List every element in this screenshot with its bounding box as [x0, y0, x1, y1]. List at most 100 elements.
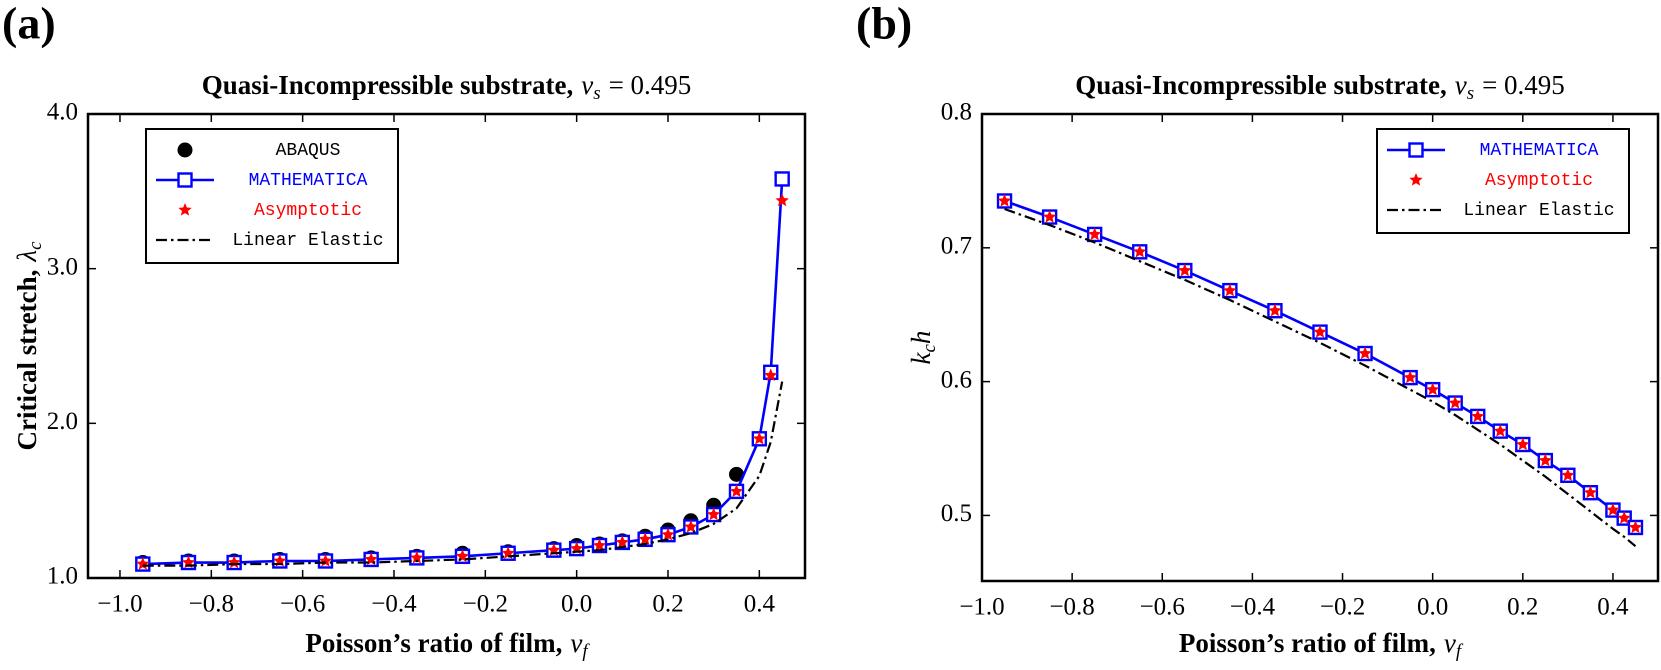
x-tick-label: 0.4: [744, 591, 776, 618]
x-tick-label: −0.6: [1140, 594, 1185, 621]
x-tick-label: 0.0: [1417, 594, 1448, 621]
chart-title: Quasi-Incompressible substrate, νs = 0.495: [1075, 70, 1565, 104]
legend-marker: [177, 172, 193, 188]
y-tick-label: 3.0: [47, 253, 78, 280]
data-point: [728, 466, 744, 482]
data-point: [775, 193, 789, 207]
data-point: [1178, 263, 1192, 277]
y-tick-label: 0.7: [941, 233, 972, 260]
data-point: [1471, 409, 1485, 423]
y-axis-label-part: λ: [12, 250, 42, 263]
chart-title-part: = 0.495: [609, 70, 692, 100]
x-axis-label-part: ν: [570, 628, 582, 658]
y-axis-label: kch: [906, 331, 940, 365]
y-axis-label-part: h: [906, 331, 936, 345]
chart-title-part: s: [593, 83, 600, 104]
chart-title-part: ν: [581, 70, 593, 100]
legend-label: Linear Elastic: [1463, 201, 1614, 221]
y-tick-label: 0.6: [941, 366, 972, 393]
y-tick-label: 0.5: [941, 500, 972, 527]
x-tick-label: −0.2: [1320, 594, 1365, 621]
x-tick-label: −0.4: [371, 591, 417, 618]
x-axis-label-part: f: [1456, 641, 1464, 662]
series-line: [142, 381, 784, 567]
x-axis-label: Poisson’s ratio of film, νf: [305, 628, 590, 662]
x-tick-label: 0.2: [652, 591, 683, 618]
legend-marker: [177, 142, 193, 158]
plot-frame: [86, 112, 807, 580]
plot-frame: [980, 112, 1660, 583]
data-point: [707, 507, 721, 521]
x-tick-label: −1.0: [97, 591, 142, 618]
data-point: [1617, 511, 1631, 524]
legend-label: Asymptotic: [254, 201, 362, 221]
data-point: [764, 368, 778, 382]
legend-marker: [1408, 142, 1424, 158]
x-tick-label: −0.6: [280, 591, 325, 618]
x-axis-label: Poisson’s ratio of film, νf: [1179, 628, 1464, 662]
data-point: [1313, 325, 1327, 338]
data-point: [1223, 283, 1237, 297]
x-tick-label: −0.8: [189, 591, 234, 618]
x-axis-label-part: Poisson’s ratio of film,: [305, 628, 562, 658]
data-point: [1133, 244, 1147, 258]
data-point: [410, 550, 424, 564]
chart-title: Quasi-Incompressible substrate, νs = 0.495: [202, 70, 692, 104]
y-axis-label: Critical stretch, λc: [12, 241, 46, 451]
panel-label: (a): [2, 0, 56, 49]
data-point: [774, 171, 790, 187]
legend-marker: [178, 203, 192, 216]
data-point: [1448, 396, 1462, 409]
data-point: [1088, 227, 1102, 241]
y-tick-label: 0.8: [941, 99, 972, 126]
data-point: [661, 527, 675, 541]
data-point: [1628, 520, 1643, 534]
chart-title-part: ν: [1455, 70, 1467, 100]
chart-title-part: s: [1467, 83, 1474, 104]
legend-label: MATHEMATICA: [1480, 141, 1599, 161]
x-tick-label: 0.4: [1597, 594, 1629, 621]
data-point: [1493, 424, 1507, 437]
x-axis-label-part: ν: [1444, 628, 1456, 658]
x-tick-label: −0.4: [1230, 594, 1276, 621]
legend-label: Linear Elastic: [232, 231, 383, 251]
legend-label: Asymptotic: [1485, 171, 1593, 191]
data-point: [1403, 370, 1417, 384]
y-tick-label: 4.0: [47, 99, 78, 126]
x-tick-label: 0.2: [1507, 594, 1538, 621]
data-point: [592, 538, 607, 552]
y-axis-label-part: Critical stretch,: [12, 270, 42, 451]
legend-label: ABAQUS: [276, 141, 341, 161]
data-point: [997, 193, 1012, 207]
data-point: [729, 484, 744, 498]
series-line: [1004, 207, 1637, 548]
series-line: [1004, 199, 1637, 529]
data-point: [684, 519, 698, 533]
data-point: [1426, 382, 1440, 396]
data-point: [752, 431, 766, 445]
y-axis-label-part: c: [25, 241, 46, 250]
data-point: [615, 535, 629, 549]
x-axis-label-part: f: [582, 641, 590, 662]
y-tick-label: 2.0: [47, 408, 78, 435]
chart-title-part: Quasi-Incompressible substrate,: [202, 70, 574, 100]
data-point: [1561, 468, 1575, 481]
legend-label: MATHEMATICA: [249, 171, 368, 191]
data-point: [1268, 303, 1282, 317]
data-point: [1516, 437, 1530, 451]
panel-label: (b): [856, 0, 912, 49]
data-point: [1606, 503, 1620, 516]
y-tick-label: 1.0: [47, 563, 78, 590]
data-point: [1538, 453, 1552, 467]
x-tick-label: 0.0: [561, 591, 592, 618]
x-axis-label-part: Poisson’s ratio of film,: [1179, 628, 1436, 658]
x-tick-label: −0.2: [463, 591, 508, 618]
x-tick-label: −0.8: [1049, 594, 1094, 621]
chart-title-part: = 0.495: [1482, 70, 1565, 100]
legend-marker: [1409, 173, 1423, 186]
data-point: [638, 532, 652, 545]
y-axis-label-part: k: [906, 351, 936, 364]
chart-title-part: Quasi-Incompressible substrate,: [1075, 70, 1447, 100]
data-point: [1042, 210, 1057, 223]
